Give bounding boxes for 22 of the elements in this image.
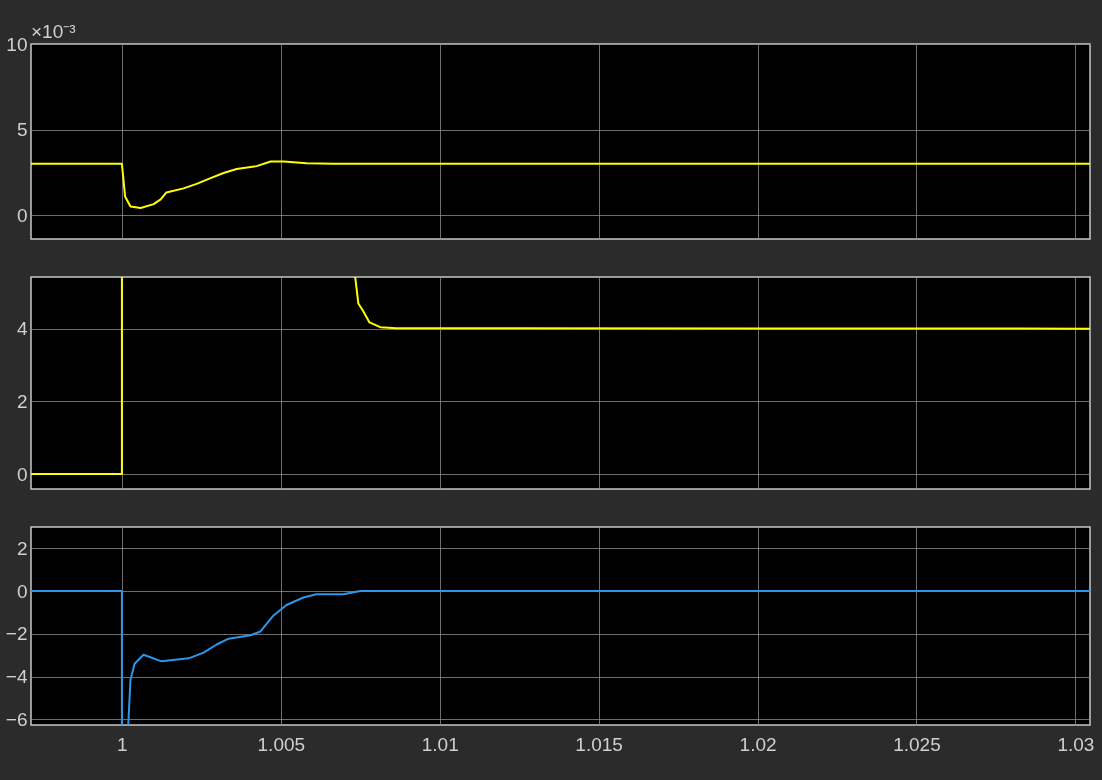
x-tick-label: 1.02 bbox=[739, 733, 777, 755]
x-tick-label: 1.005 bbox=[257, 733, 306, 755]
y-tick-label: −4 bbox=[5, 666, 28, 688]
y-tick-label: −6 bbox=[5, 708, 28, 730]
y-tick-label: 2 bbox=[16, 537, 28, 559]
x-tick-label: 1 bbox=[117, 733, 128, 755]
line-series bbox=[127, 590, 1090, 725]
y-tick-label: 0 bbox=[16, 204, 28, 226]
y-tick-label: 5 bbox=[16, 119, 28, 141]
x-tick-label: 1.025 bbox=[893, 733, 941, 755]
line-series bbox=[354, 277, 1090, 330]
x-tick-label: 1.01 bbox=[421, 733, 459, 755]
text: ×10⁻³ bbox=[31, 21, 76, 42]
y-tick-label: 2 bbox=[16, 390, 28, 412]
y-tick-label: 10 bbox=[6, 33, 28, 55]
y-tick-label: −2 bbox=[5, 623, 28, 645]
y-tick-label: 0 bbox=[16, 580, 28, 602]
x-tick-label: 1.03 bbox=[1057, 733, 1095, 755]
x-tick-label: 1.015 bbox=[575, 733, 623, 755]
y-tick-label: 0 bbox=[16, 463, 28, 485]
line-series bbox=[31, 160, 1090, 210]
y-tick-label: 4 bbox=[16, 318, 28, 340]
